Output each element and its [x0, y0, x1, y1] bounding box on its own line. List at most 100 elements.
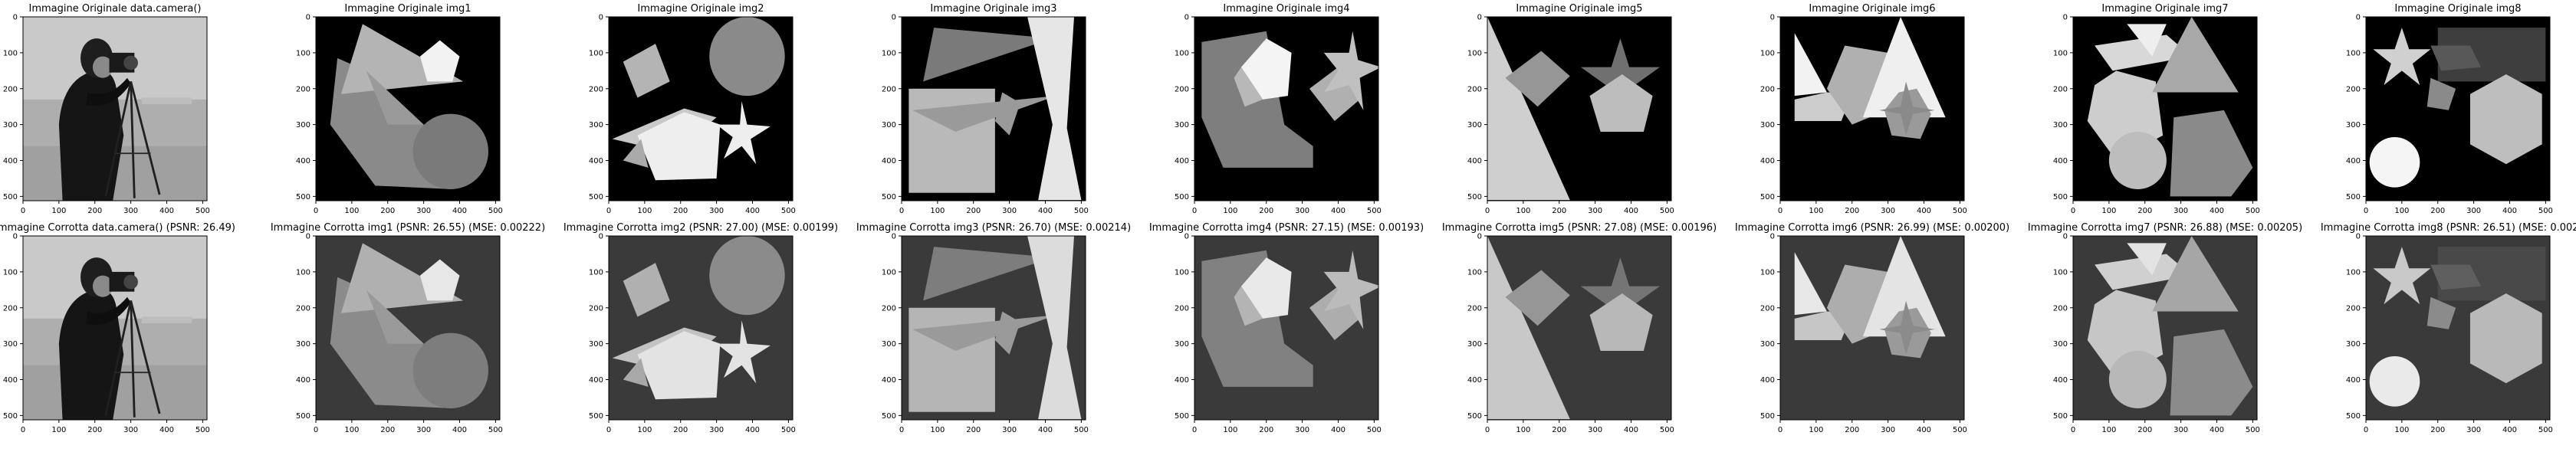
panel-title: Immagine Originale img4: [1223, 3, 1350, 15]
x-tick-label: 500: [1660, 426, 1674, 434]
y-tick-label: 400: [1467, 157, 1482, 165]
x-tick-label: 200: [2137, 207, 2152, 215]
image-shape: [709, 17, 785, 97]
image-shape: [637, 112, 721, 181]
x-tick-label: 300: [1881, 207, 1895, 215]
image-shape: [2108, 351, 2167, 408]
x-tick-label: 400: [2210, 207, 2224, 215]
x-tick-label: 200: [1259, 426, 1273, 434]
x-tick-label: 400: [2210, 426, 2224, 434]
y-tick-label: 300: [882, 121, 896, 129]
y-tick-label: 200: [1467, 304, 1482, 313]
axes-frame: [1194, 235, 1379, 421]
y-tick-label: 200: [3, 304, 18, 313]
y-tick-label: 500: [2346, 193, 2361, 201]
y-tick-label: 500: [882, 193, 896, 201]
image-shape: [412, 332, 488, 408]
panel-title: Immagine Corrotta img2 (PSNR: 27.00) (MS…: [563, 222, 839, 234]
x-tick-label: 200: [380, 207, 395, 215]
y-tick-label: 100: [2053, 268, 2068, 277]
x-tick-label: 0: [21, 426, 25, 434]
x-tick-label: 300: [2174, 426, 2188, 434]
image-shape: [2469, 293, 2542, 384]
x-tick-label: 100: [637, 207, 652, 215]
y-tick-label: 300: [3, 340, 18, 349]
image-shape: [2426, 77, 2456, 110]
y-tick-label: 0: [13, 233, 18, 241]
y-tick-label: 100: [2053, 49, 2068, 57]
x-tick-label: 0: [2071, 426, 2075, 434]
x-tick-label: 300: [416, 207, 431, 215]
building: [141, 316, 192, 323]
image-shape: [1862, 17, 1946, 118]
x-tick-label: 500: [196, 207, 210, 215]
x-tick-label: 0: [606, 426, 611, 434]
image-cameraman: [23, 17, 207, 201]
y-tick-label: 0: [2063, 233, 2068, 241]
y-tick-label: 0: [2356, 14, 2361, 22]
x-tick-label: 200: [2137, 426, 2152, 434]
x-tick-label: 100: [2394, 426, 2409, 434]
y-tick-label: 400: [1760, 157, 1775, 165]
x-tick-label: 200: [966, 207, 981, 215]
image-img3: [902, 236, 1086, 420]
x-tick-label: 400: [1038, 207, 1053, 215]
image-shape: [2373, 247, 2431, 305]
y-tick-label: 400: [2053, 157, 2068, 165]
axes-frame: [2072, 16, 2258, 201]
image-cameraman: [23, 236, 207, 420]
x-tick-label: 500: [1953, 426, 1967, 434]
x-tick-label: 300: [2466, 207, 2481, 215]
x-tick-label: 0: [21, 207, 25, 215]
image-img6: [1780, 236, 1964, 420]
y-tick-label: 500: [296, 193, 310, 201]
y-tick-label: 200: [2053, 304, 2068, 313]
x-tick-label: 400: [452, 207, 467, 215]
y-tick-label: 100: [1175, 49, 1189, 57]
image-shape: [2127, 243, 2167, 276]
tripod-leg: [130, 81, 161, 195]
x-tick-label: 0: [2364, 426, 2368, 434]
y-tick-label: 200: [1760, 85, 1775, 93]
panel-title: Immagine Corrotta img1 (PSNR: 26.55) (MS…: [270, 222, 546, 234]
x-tick-label: 500: [781, 207, 796, 215]
panel-title: Immagine Originale img8: [2394, 3, 2522, 15]
x-tick-label: 200: [1552, 207, 1566, 215]
x-tick-label: 200: [1845, 207, 1859, 215]
image-img5: [1487, 236, 1671, 420]
y-tick-label: 0: [13, 14, 18, 22]
image-shape: [2152, 17, 2239, 93]
axes-frame: [315, 235, 501, 421]
y-tick-label: 200: [296, 85, 310, 93]
y-tick-label: 200: [1175, 85, 1189, 93]
axes-frame: [1487, 235, 1672, 421]
arm: [86, 77, 131, 106]
y-tick-label: 200: [1467, 85, 1482, 93]
image-shape: [637, 331, 721, 400]
x-tick-label: 400: [1038, 426, 1053, 434]
y-tick-label: 300: [296, 121, 310, 129]
x-tick-label: 0: [2071, 207, 2075, 215]
y-tick-label: 500: [589, 193, 603, 201]
x-tick-label: 300: [416, 426, 431, 434]
axes-frame: [315, 16, 501, 201]
image-img4: [1194, 17, 1378, 201]
x-tick-label: 200: [2430, 207, 2445, 215]
y-tick-label: 0: [1477, 233, 1482, 241]
x-tick-label: 400: [1331, 426, 1346, 434]
image-shape: [2426, 296, 2456, 329]
image-shape: [2170, 110, 2253, 197]
y-tick-label: 100: [2346, 49, 2361, 57]
image-shape: [2373, 28, 2431, 86]
y-tick-label: 300: [2053, 121, 2068, 129]
x-tick-label: 0: [1192, 207, 1197, 215]
